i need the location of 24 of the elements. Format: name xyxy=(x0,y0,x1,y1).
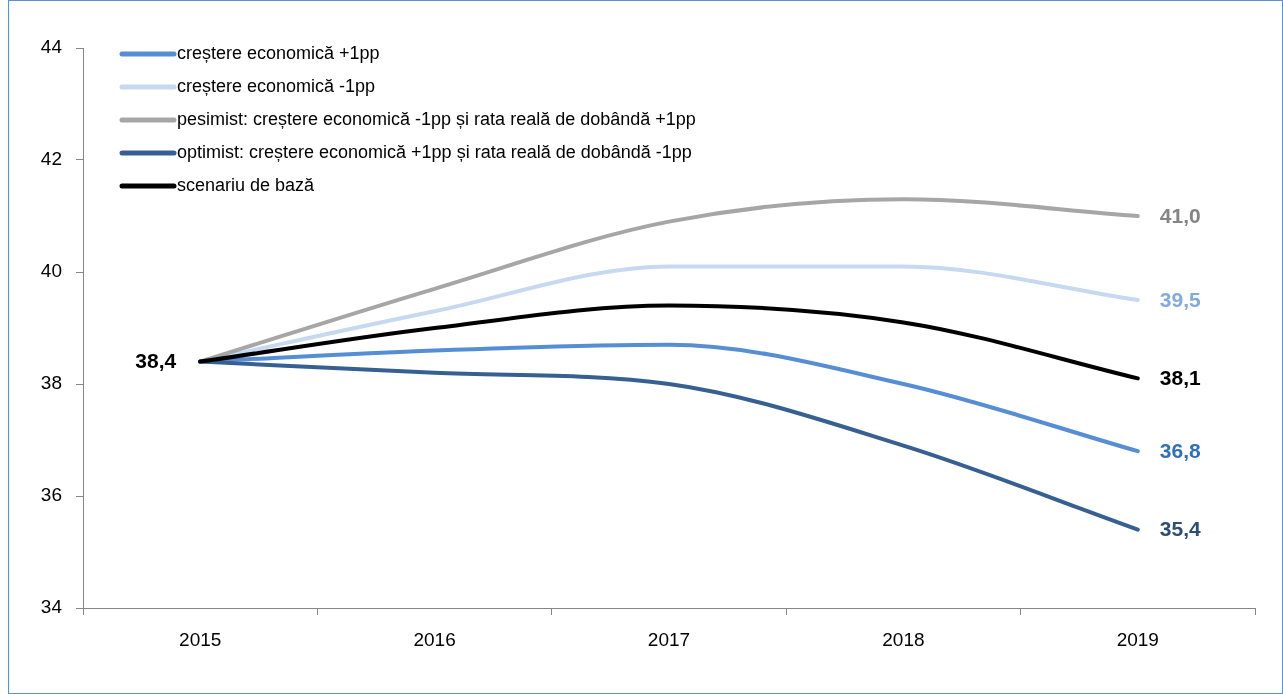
y-tick-label: 42 xyxy=(40,148,62,170)
data-label: 41,0 xyxy=(1159,203,1201,227)
x-tick-label: 2017 xyxy=(647,628,691,650)
y-tick-label: 36 xyxy=(40,484,62,506)
x-tick-label: 2018 xyxy=(882,628,925,650)
y-tick-label: 34 xyxy=(40,596,63,618)
data-label: 36,8 xyxy=(1159,439,1201,462)
y-tick-label: 40 xyxy=(40,260,62,282)
x-tick-label: 2015 xyxy=(179,628,222,650)
data-label: 39,5 xyxy=(1159,287,1201,311)
line-series xyxy=(198,359,1140,532)
data-label: 35,4 xyxy=(1159,517,1201,541)
data-label: 38,4 xyxy=(135,349,177,373)
line-series xyxy=(198,303,1140,381)
legend-label: scenariu de bază xyxy=(177,174,316,195)
legend-label: creștere economică -1pp xyxy=(177,75,376,96)
y-tick-label: 44 xyxy=(40,36,63,58)
legend-label: optimist: creștere economică +1pp și rata reală de dobândă -1pp xyxy=(177,141,692,162)
x-tick-label: 2019 xyxy=(1116,628,1159,650)
legend-label: creștere economică +1pp xyxy=(177,42,380,63)
y-tick-label: 38 xyxy=(40,372,62,394)
legend-label: pesimist: creștere economică -1pp și rata reală de dobândă +1pp xyxy=(177,108,696,129)
data-label: 38,1 xyxy=(1159,366,1201,390)
x-tick-label: 2016 xyxy=(413,628,456,650)
